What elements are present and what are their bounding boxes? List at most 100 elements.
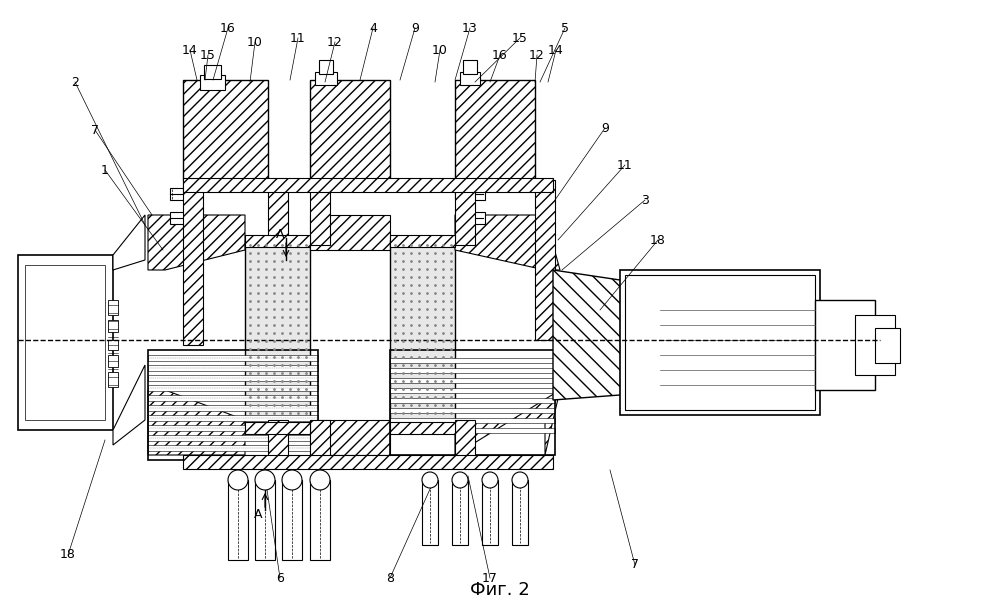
Bar [390, 408, 555, 413]
Bar [148, 365, 318, 371]
Bar [390, 428, 555, 433]
Text: 18: 18 [60, 548, 76, 561]
Bar [170, 188, 200, 200]
Polygon shape [148, 390, 245, 455]
Bar [390, 358, 555, 363]
Bar [170, 212, 200, 224]
Bar [310, 420, 330, 460]
Polygon shape [553, 270, 660, 400]
Text: 10: 10 [432, 43, 448, 56]
Text: 1: 1 [101, 163, 109, 176]
Bar [455, 212, 485, 224]
Text: 15: 15 [200, 48, 216, 61]
Text: 12: 12 [529, 48, 545, 61]
Bar [455, 188, 485, 200]
Text: 14: 14 [182, 43, 198, 56]
Text: 17: 17 [482, 572, 498, 584]
Bar [108, 340, 118, 350]
Bar [463, 60, 477, 74]
Bar [310, 480, 330, 560]
Ellipse shape [512, 472, 528, 488]
Bar [390, 235, 455, 247]
Bar [455, 80, 535, 180]
Bar [108, 300, 118, 315]
Bar [18, 255, 113, 430]
Bar [25, 265, 105, 420]
Text: 5: 5 [561, 21, 569, 34]
Bar [183, 180, 203, 345]
Bar [183, 455, 553, 469]
Bar [148, 435, 318, 441]
Text: 9: 9 [601, 122, 609, 135]
Bar [245, 235, 310, 247]
Bar [620, 270, 820, 415]
Text: 16: 16 [492, 48, 508, 61]
Text: 16: 16 [220, 21, 236, 34]
Bar [855, 315, 895, 375]
Bar [875, 328, 900, 363]
Text: 11: 11 [290, 31, 306, 45]
Text: 14: 14 [548, 43, 564, 56]
Bar [148, 395, 318, 401]
Text: A: A [254, 507, 262, 520]
Text: 3: 3 [641, 193, 649, 206]
Bar [310, 80, 390, 190]
Text: Фиг. 2: Фиг. 2 [470, 581, 530, 599]
Bar [482, 480, 498, 545]
Bar [390, 240, 455, 425]
Bar [512, 480, 528, 545]
Ellipse shape [452, 472, 468, 488]
Text: 10: 10 [247, 35, 263, 48]
Bar [390, 388, 555, 393]
Text: 4: 4 [369, 21, 377, 34]
Polygon shape [625, 275, 815, 410]
Bar [148, 425, 318, 431]
Bar [390, 422, 455, 434]
Bar [148, 385, 318, 391]
Ellipse shape [255, 470, 275, 490]
Bar [148, 350, 318, 460]
Bar [268, 180, 288, 240]
Bar [535, 180, 555, 340]
Text: 7: 7 [91, 124, 99, 136]
Bar [148, 415, 318, 421]
Ellipse shape [482, 472, 498, 488]
Bar [282, 480, 302, 560]
Bar [460, 72, 480, 85]
Bar [108, 372, 118, 387]
Text: 6: 6 [276, 572, 284, 584]
Bar [148, 405, 318, 411]
Bar [315, 72, 337, 85]
Text: 8: 8 [386, 572, 394, 584]
Bar [108, 355, 118, 367]
Bar [390, 418, 555, 423]
Bar [245, 422, 310, 434]
Polygon shape [310, 420, 390, 455]
Bar [390, 368, 555, 373]
Text: 2: 2 [71, 75, 79, 89]
Text: 7: 7 [631, 559, 639, 572]
Bar [200, 75, 225, 90]
Bar [815, 300, 875, 390]
Text: 13: 13 [462, 21, 478, 34]
Text: 9: 9 [411, 21, 419, 34]
Text: A: A [276, 228, 284, 241]
Polygon shape [310, 215, 390, 250]
Bar [390, 398, 555, 403]
Ellipse shape [310, 470, 330, 490]
Bar [183, 178, 553, 192]
Ellipse shape [422, 472, 438, 488]
Bar [390, 350, 555, 455]
Ellipse shape [282, 470, 302, 490]
Bar [148, 375, 318, 381]
Polygon shape [113, 215, 145, 270]
Polygon shape [455, 390, 560, 455]
Bar [228, 480, 248, 560]
Polygon shape [113, 365, 145, 445]
Bar [204, 65, 221, 79]
Bar [455, 420, 475, 460]
Ellipse shape [228, 470, 248, 490]
Bar [452, 480, 468, 545]
Bar [390, 378, 555, 383]
Bar [319, 60, 333, 74]
